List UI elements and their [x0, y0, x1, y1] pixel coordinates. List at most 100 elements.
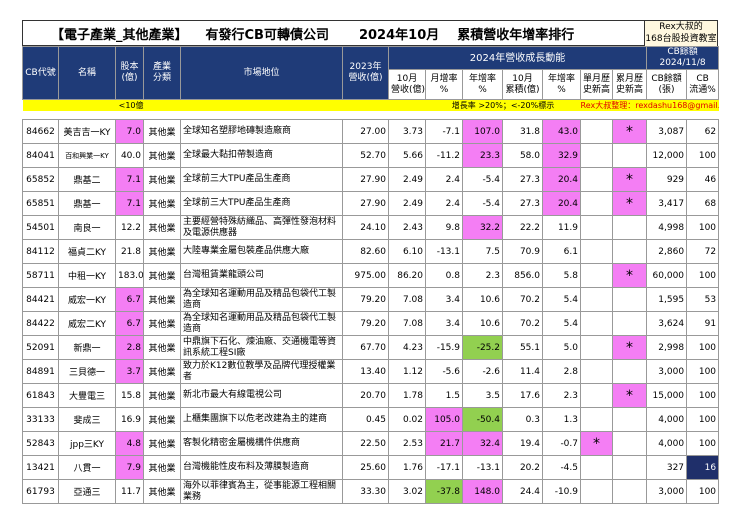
cell: 53	[686, 287, 720, 312]
cell: 0.8	[425, 263, 463, 288]
cell: 105.0	[425, 407, 463, 432]
cell: 16.9	[115, 407, 144, 432]
cell	[580, 119, 613, 144]
group-header: 2024年營收成長動能	[387, 46, 648, 70]
cell: -4.5	[542, 455, 581, 480]
cell: 91	[686, 311, 720, 336]
cell: jpp三KY	[58, 431, 116, 456]
cell: 5.4	[542, 287, 581, 312]
cell: 亞通三	[58, 479, 116, 504]
cell: 32.4	[462, 431, 503, 456]
cell: -5.4	[462, 167, 503, 192]
header-line: 2023年	[349, 62, 382, 72]
column-header: CB 流通%	[686, 69, 720, 100]
brand: Rex大叔的 168台股投資教室	[644, 21, 717, 46]
cell: 54501	[22, 215, 59, 240]
header-line: 單月歷	[583, 73, 611, 84]
column-header: 單月歷 史新高	[580, 69, 613, 100]
cell: 1.3	[542, 407, 581, 432]
cell: 21.8	[115, 239, 144, 264]
cell: 10.6	[462, 287, 503, 312]
title-bar: 【電子產業_其他產業】 有發行CB可轉債公司 2024年10月 累積營收年增率排…	[22, 20, 718, 46]
header-row: 10月 營收(億) 月增率% 年增率% 10月 累積(億) 年增率% 單月歷 史新高 累月歷 史新高…	[23, 69, 720, 100]
title-rank: 累積營收年增率排行	[457, 27, 575, 43]
cell: 1.5	[425, 383, 463, 408]
cell: 6.10	[388, 239, 426, 264]
cell	[611, 239, 648, 264]
cell: 2.4	[425, 191, 463, 216]
cell	[580, 479, 613, 504]
cell: 70.2	[502, 311, 543, 336]
column-header: 年增率%	[462, 69, 503, 100]
cell: 5.4	[542, 311, 581, 336]
cell: *	[580, 431, 613, 456]
cell: 70.9	[502, 239, 543, 264]
cell: 17.6	[502, 383, 543, 408]
cell: 9.8	[425, 215, 463, 240]
cell: 7.1	[115, 167, 144, 192]
cell: 32.9	[542, 143, 581, 168]
cell: 21.7	[425, 431, 463, 456]
cell: 13.40	[342, 359, 389, 384]
cell: -13.1	[425, 239, 463, 264]
cell: 183.0	[115, 263, 144, 288]
cell: 鼎基一	[58, 191, 116, 216]
cell	[580, 335, 613, 360]
cell	[611, 479, 648, 504]
data-row: 84891 三貝德一 3.7 其他業 致力於K12數位教學及品牌代理授權業者 13.40 1…	[22, 359, 720, 384]
cell: 4,998	[646, 215, 688, 240]
cell: 84422	[22, 311, 59, 336]
cell: 15,000	[646, 383, 688, 408]
header-row: CB代號 名稱 股本 (億) 產業 分類 市場地位 2023年 營收(億) 2024年營收成長動能…	[22, 46, 720, 100]
cell: 3.4	[425, 287, 463, 312]
data-row: 33133 斐成三 16.9 其他業 上櫃集團旗下以危老改建為主的建商 0.45 0.02 1…	[22, 407, 720, 432]
header-line: 分類	[152, 73, 171, 83]
cell: 72	[686, 239, 720, 264]
cell: 2,998	[646, 335, 688, 360]
cell: -7.1	[425, 119, 463, 144]
cell: 929	[646, 167, 688, 192]
cell: 2.49	[388, 191, 426, 216]
header-line: 產業	[152, 62, 171, 72]
cell: 6.1	[542, 239, 581, 264]
header-line: CB餘額	[651, 73, 682, 84]
cell: -25.2	[462, 335, 503, 360]
header-line: 年增率	[547, 73, 575, 84]
cell: 鼎基二	[58, 167, 116, 192]
header-line: 史新高	[583, 84, 611, 95]
cell	[580, 359, 613, 384]
cell: 52843	[22, 431, 59, 456]
cell: 100	[686, 143, 720, 168]
cell: 55.1	[502, 335, 543, 360]
cb-header: CB餘額 2024/11/8	[646, 46, 720, 70]
cell: 856.0	[502, 263, 543, 288]
cell: 31.8	[502, 119, 543, 144]
cell	[580, 191, 613, 216]
cell: 美吉吉一KY	[58, 119, 116, 144]
cell: 148.0	[462, 479, 503, 504]
cell: -50.4	[462, 407, 503, 432]
cell: 32.2	[462, 215, 503, 240]
cell: 3,087	[646, 119, 688, 144]
cell: 20.4	[542, 167, 581, 192]
cell	[611, 311, 648, 336]
cell: 5.0	[542, 335, 581, 360]
cell: 4,000	[646, 431, 688, 456]
header-line: 月增率	[430, 73, 458, 84]
cell: 46	[686, 167, 720, 192]
header-line: 累積(億)	[505, 84, 540, 95]
cell: 22.2	[502, 215, 543, 240]
column-header: 累月歷 史新高	[611, 69, 648, 100]
cell: 八貫一	[58, 455, 116, 480]
cell: 58.0	[502, 143, 543, 168]
cell: 10.6	[462, 311, 503, 336]
spacer-row	[23, 111, 719, 120]
cell: 16	[686, 455, 720, 480]
cell: 3,000	[646, 359, 688, 384]
column-header: 2023年 營收(億)	[342, 46, 389, 100]
cell: -15.9	[425, 335, 463, 360]
cell: -10.9	[542, 479, 581, 504]
cell: 威宏一KY	[58, 287, 116, 312]
data-row: 13421 八貫一 7.9 其他業 台灣機能性皮布料及薄膜製造商 25.60 1.76 -17…	[22, 455, 720, 480]
